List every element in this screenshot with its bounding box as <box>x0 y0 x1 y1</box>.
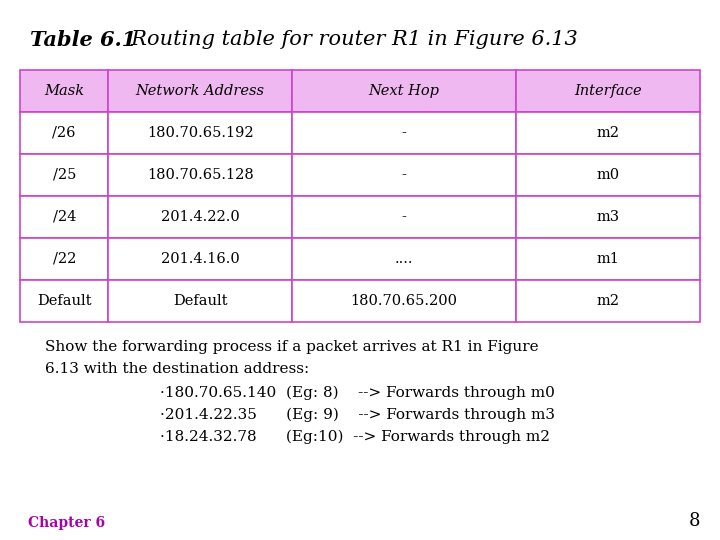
Text: Table 6.1: Table 6.1 <box>30 30 136 50</box>
Bar <box>292 238 516 280</box>
Text: /22: /22 <box>53 252 76 266</box>
Text: Mask: Mask <box>44 84 84 98</box>
Text: 8: 8 <box>688 512 700 530</box>
Text: ·18.24.32.78      (Eg:10)  --> Forwards through m2: ·18.24.32.78 (Eg:10) --> Forwards throug… <box>160 430 550 444</box>
Bar <box>292 112 516 154</box>
Text: 180.70.65.200: 180.70.65.200 <box>351 294 458 308</box>
Bar <box>20 112 109 154</box>
Text: 180.70.65.192: 180.70.65.192 <box>147 126 253 140</box>
Text: ....: .... <box>395 252 413 266</box>
Text: Default: Default <box>37 294 91 308</box>
Bar <box>516 196 700 238</box>
Text: -: - <box>402 210 407 224</box>
Bar <box>20 238 109 280</box>
Text: -: - <box>402 126 407 140</box>
Text: 6.13 with the destination address:: 6.13 with the destination address: <box>45 362 310 376</box>
Text: Default: Default <box>173 294 228 308</box>
Bar <box>20 70 109 112</box>
Text: ·180.70.65.140  (Eg: 8)    --> Forwards through m0: ·180.70.65.140 (Eg: 8) --> Forwards thro… <box>160 386 555 400</box>
Text: 201.4.22.0: 201.4.22.0 <box>161 210 240 224</box>
Bar <box>292 70 516 112</box>
Text: m2: m2 <box>597 294 620 308</box>
Text: /25: /25 <box>53 168 76 182</box>
Bar <box>516 238 700 280</box>
Bar <box>516 280 700 322</box>
Bar <box>109 196 292 238</box>
Bar <box>109 238 292 280</box>
Text: m0: m0 <box>597 168 620 182</box>
Bar <box>109 112 292 154</box>
Text: m3: m3 <box>597 210 620 224</box>
Bar <box>20 196 109 238</box>
Bar <box>292 196 516 238</box>
Bar <box>516 154 700 196</box>
Text: /24: /24 <box>53 210 76 224</box>
Bar <box>516 112 700 154</box>
Text: m2: m2 <box>597 126 620 140</box>
Text: Next Hop: Next Hop <box>369 84 440 98</box>
Text: 180.70.65.128: 180.70.65.128 <box>147 168 253 182</box>
Text: 201.4.16.0: 201.4.16.0 <box>161 252 240 266</box>
Text: Routing table for router R1 in Figure 6.13: Routing table for router R1 in Figure 6.… <box>118 30 577 49</box>
Bar <box>109 70 292 112</box>
Bar <box>20 154 109 196</box>
Bar <box>20 280 109 322</box>
Text: ·201.4.22.35      (Eg: 9)    --> Forwards through m3: ·201.4.22.35 (Eg: 9) --> Forwards throug… <box>160 408 555 422</box>
Bar <box>109 280 292 322</box>
Bar <box>516 70 700 112</box>
Text: Interface: Interface <box>575 84 642 98</box>
Bar <box>109 154 292 196</box>
Text: -: - <box>402 168 407 182</box>
Text: m1: m1 <box>597 252 620 266</box>
Bar <box>292 154 516 196</box>
Text: /26: /26 <box>53 126 76 140</box>
Bar <box>292 280 516 322</box>
Text: Chapter 6: Chapter 6 <box>28 516 105 530</box>
Text: Show the forwarding process if a packet arrives at R1 in Figure: Show the forwarding process if a packet … <box>45 340 539 354</box>
Text: Network Address: Network Address <box>135 84 265 98</box>
